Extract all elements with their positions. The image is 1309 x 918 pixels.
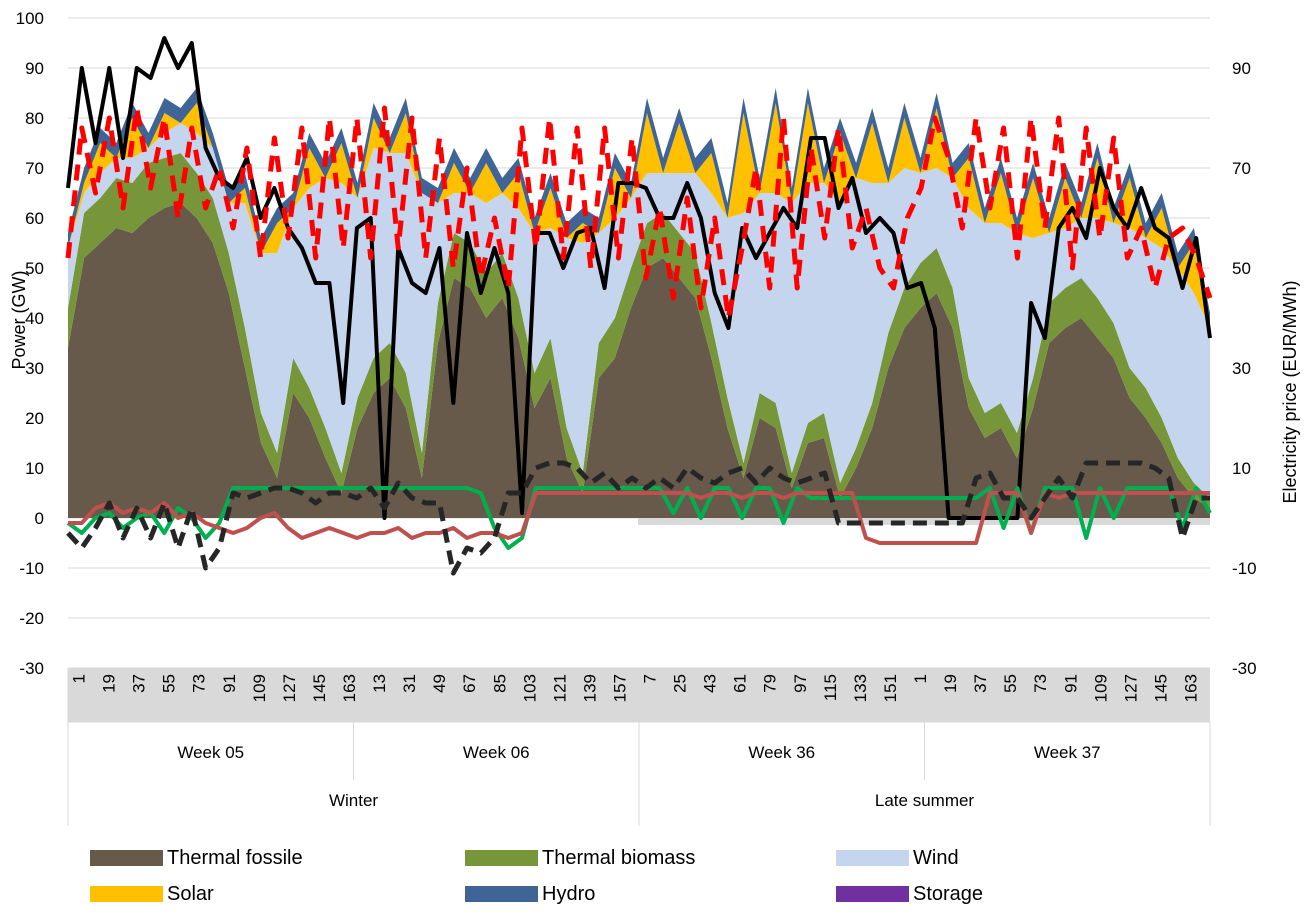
- x-tick-label: 91: [220, 674, 239, 693]
- legend-label: Thermal biomass: [542, 846, 696, 869]
- stacked-areas: [68, 88, 1210, 518]
- x-tick-label: 103: [520, 674, 539, 702]
- x-tick-label: 115: [821, 674, 840, 701]
- y-axis-right-title: Electricity price (EUR/MWh): [1280, 280, 1300, 503]
- x-tick-label: 67: [460, 674, 479, 693]
- area-wind: [68, 123, 1210, 498]
- legend-swatch-hydro: [465, 886, 538, 902]
- y-tick-label-left: 70: [25, 159, 44, 178]
- y-tick-label-right: 70: [1232, 159, 1251, 178]
- legend-label: Wind: [913, 846, 959, 869]
- y-tick-label-left: 50: [25, 259, 44, 278]
- legend-swatch-thermal-fossile: [90, 850, 163, 866]
- legend: Thermal fossile Thermal biomass Wind Sol…: [0, 838, 1309, 918]
- x-tick-band: [68, 668, 1210, 722]
- x-tick-label: 163: [340, 674, 359, 702]
- legend-swatch-wind: [836, 850, 909, 866]
- x-tick-label: 151: [881, 674, 900, 702]
- legend-item-hydro: Hydro: [465, 882, 595, 906]
- x-tick-label: 1: [70, 674, 89, 683]
- y-tick-label-left: -20: [19, 609, 44, 628]
- x-tick-label: 97: [791, 674, 810, 693]
- y-tick-label-left: 40: [25, 309, 44, 328]
- x-axis: 1 19 37 55 73 91 109 127 145 163 13 31 49 67 85 103 121 1…: [67, 668, 1211, 826]
- y-tick-label-right: 50: [1232, 259, 1251, 278]
- y-tick-label-right: 30: [1232, 359, 1251, 378]
- y-tick-label-left: 100: [16, 9, 44, 28]
- season-label: Late summer: [875, 791, 975, 810]
- x-tick-label: 91: [1061, 674, 1080, 693]
- legend-swatch-storage: [836, 886, 909, 902]
- legend-item-thermal-biomass: Thermal biomass: [465, 846, 695, 870]
- x-tick-label: 73: [1031, 674, 1050, 693]
- x-tick-label: 7: [641, 674, 660, 683]
- price-and-flow-lines: [65, 36, 1213, 576]
- x-tick-label: 157: [611, 674, 630, 702]
- x-tick-label: 79: [761, 674, 780, 693]
- x-tick-label: 1: [911, 674, 930, 683]
- legend-item-solar: Solar: [90, 882, 214, 906]
- area-hydro: [68, 88, 1210, 328]
- x-tick-label: 25: [671, 674, 690, 693]
- y-axis-right-ticks: -30 -10 10 30 50 70 90: [1232, 59, 1257, 678]
- y-tick-label-left: 20: [25, 409, 44, 428]
- chart-canvas: -30 -20 -10 0 10 20 30 40 50 60 70 80 90 100 -30 -10 10…: [9, 9, 1300, 826]
- x-tick-label: 85: [490, 674, 509, 693]
- y-tick-label-right: 10: [1232, 459, 1251, 478]
- legend-item-wind: Wind: [836, 846, 959, 870]
- x-tick-label: 73: [190, 674, 209, 693]
- x-tick-label: 19: [941, 674, 960, 693]
- week-label: Week 05: [177, 743, 244, 762]
- legend-item-storage: Storage: [836, 882, 983, 906]
- week-label: Week 06: [463, 743, 530, 762]
- y-tick-label-left: 80: [25, 109, 44, 128]
- legend-swatch-thermal-biomass: [465, 850, 538, 866]
- line-dark-dashed: [66, 460, 1210, 576]
- legend-label: Solar: [167, 882, 214, 905]
- x-tick-label: 31: [400, 674, 419, 693]
- y-tick-label-left: 10: [25, 459, 44, 478]
- legend-swatch-solar: [90, 886, 163, 902]
- x-tick-label: 163: [1182, 674, 1201, 702]
- y-tick-label-left: 90: [25, 59, 44, 78]
- y-tick-label-right: 90: [1232, 59, 1251, 78]
- y-tick-label-left: 0: [35, 509, 44, 528]
- x-tick-label: 37: [971, 674, 990, 693]
- x-tick-label: 49: [430, 674, 449, 693]
- week-label: Week 36: [748, 743, 815, 762]
- x-tick-label: 133: [851, 674, 870, 702]
- legend-label: Thermal fossile: [167, 846, 303, 869]
- x-tick-label: 13: [370, 674, 389, 693]
- area-thermal-biomass: [68, 153, 1210, 508]
- y-axis-left-title: Power (GW): [9, 271, 29, 370]
- x-tick-label: 121: [550, 674, 569, 702]
- x-tick-label: 109: [1091, 674, 1110, 702]
- line-price-red-dashed: [65, 105, 1213, 321]
- x-tick-label: 127: [280, 674, 299, 702]
- week-label: Week 37: [1034, 743, 1101, 762]
- x-tick-label: 127: [1121, 674, 1140, 702]
- y-tick-label-right: -30: [1232, 659, 1257, 678]
- y-tick-label-right: -10: [1232, 559, 1257, 578]
- legend-label: Hydro: [542, 882, 596, 905]
- x-tick-label: 37: [130, 674, 149, 693]
- y-tick-label-left: -30: [19, 659, 44, 678]
- x-tick-label: 55: [160, 674, 179, 693]
- x-tick-label: 19: [100, 674, 119, 693]
- y-tick-label-left: 60: [25, 209, 44, 228]
- x-tick-label: 55: [1001, 674, 1020, 693]
- x-tick-label: 61: [731, 674, 750, 693]
- y-axis-left-ticks: -30 -20 -10 0 10 20 30 40 50 60 70 80 90 100: [16, 9, 44, 678]
- x-tick-label: 139: [580, 674, 599, 702]
- legend-label: Storage: [913, 882, 984, 905]
- x-tick-label: 43: [701, 674, 720, 693]
- y-tick-label-left: 30: [25, 359, 44, 378]
- x-tick-label: 145: [1151, 674, 1170, 702]
- y-tick-label-left: -10: [19, 559, 44, 578]
- legend-item-thermal-fossile: Thermal fossile: [90, 846, 303, 870]
- season-label: Winter: [329, 791, 378, 810]
- x-tick-label: 109: [250, 674, 269, 702]
- area-thermal-fossile: [68, 203, 1210, 518]
- x-tick-label: 145: [310, 674, 329, 702]
